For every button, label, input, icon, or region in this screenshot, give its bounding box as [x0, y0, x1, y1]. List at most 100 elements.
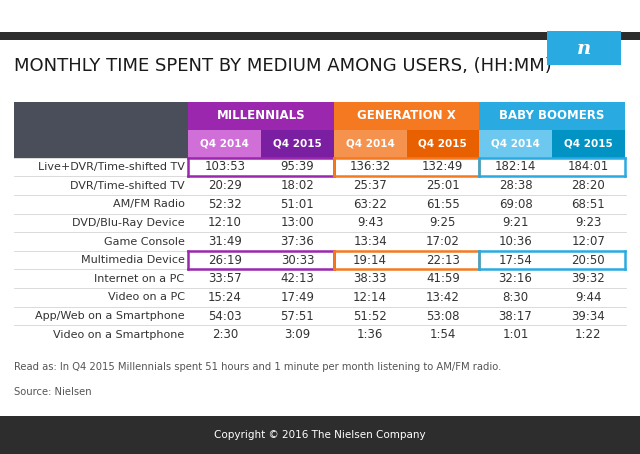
Bar [334, 130, 406, 158]
Bar [188, 130, 261, 158]
Text: 132:49: 132:49 [422, 160, 463, 173]
Text: 26:19: 26:19 [208, 254, 242, 266]
Bar [14, 326, 626, 344]
Text: 9:21: 9:21 [502, 217, 529, 229]
Bar [334, 102, 479, 130]
Bar [14, 102, 188, 130]
Text: Live+DVR/Time-shifted TV: Live+DVR/Time-shifted TV [38, 162, 184, 172]
Text: 39:34: 39:34 [572, 310, 605, 322]
Text: 12:10: 12:10 [208, 217, 242, 229]
Text: Q4 2014: Q4 2014 [491, 139, 540, 149]
Text: 41:59: 41:59 [426, 272, 460, 285]
Text: 3:09: 3:09 [284, 328, 310, 341]
Bar [14, 176, 626, 195]
Bar [14, 195, 626, 213]
Text: Q4 2015: Q4 2015 [273, 139, 322, 149]
Bar [14, 307, 626, 326]
Bar [14, 130, 188, 158]
Bar [14, 288, 626, 307]
Text: 28:20: 28:20 [572, 179, 605, 192]
Text: 95:39: 95:39 [280, 160, 314, 173]
Text: Q4 2014: Q4 2014 [346, 139, 395, 149]
Text: 1:22: 1:22 [575, 328, 602, 341]
Text: Copyright © 2016 The Nielsen Company: Copyright © 2016 The Nielsen Company [214, 430, 426, 440]
Text: 61:55: 61:55 [426, 198, 460, 211]
Text: 10:36: 10:36 [499, 235, 532, 248]
Bar [14, 232, 626, 251]
Text: 17:54: 17:54 [499, 254, 532, 266]
Text: 20:29: 20:29 [208, 179, 242, 192]
Bar [14, 251, 626, 270]
Text: 22:13: 22:13 [426, 254, 460, 266]
Text: 9:44: 9:44 [575, 291, 602, 304]
Text: AM/FM Radio: AM/FM Radio [113, 199, 184, 209]
Text: 19:14: 19:14 [353, 254, 387, 266]
Text: 9:25: 9:25 [429, 217, 456, 229]
Text: DVR/Time-shifted TV: DVR/Time-shifted TV [70, 181, 184, 191]
Text: MONTHLY TIME SPENT BY MEDIUM AMONG USERS, (HH:MM): MONTHLY TIME SPENT BY MEDIUM AMONG USERS… [14, 57, 552, 75]
Text: DVD/Blu-Ray Device: DVD/Blu-Ray Device [72, 218, 184, 228]
Text: 63:22: 63:22 [353, 198, 387, 211]
Text: 136:32: 136:32 [349, 160, 391, 173]
Text: 38:33: 38:33 [353, 272, 387, 285]
Text: MILLENNIALS: MILLENNIALS [217, 109, 305, 123]
Text: 54:03: 54:03 [208, 310, 242, 322]
Text: Q4 2015: Q4 2015 [419, 139, 467, 149]
Text: 53:08: 53:08 [426, 310, 460, 322]
Text: 13:34: 13:34 [353, 235, 387, 248]
Text: 1:01: 1:01 [502, 328, 529, 341]
Text: Video on a PC: Video on a PC [108, 292, 184, 302]
Text: 17:02: 17:02 [426, 235, 460, 248]
Text: 33:57: 33:57 [208, 272, 242, 285]
Text: 25:37: 25:37 [353, 179, 387, 192]
Text: 69:08: 69:08 [499, 198, 532, 211]
Text: 20:50: 20:50 [572, 254, 605, 266]
Bar [14, 158, 626, 176]
Text: 37:36: 37:36 [280, 235, 314, 248]
Bar [406, 130, 479, 158]
Text: 25:01: 25:01 [426, 179, 460, 192]
Text: 42:13: 42:13 [280, 272, 314, 285]
Bar [552, 130, 625, 158]
Text: Q4 2015: Q4 2015 [564, 139, 612, 149]
Text: 1:36: 1:36 [357, 328, 383, 341]
Text: Multimedia Device: Multimedia Device [81, 255, 184, 265]
Text: 9:23: 9:23 [575, 217, 602, 229]
Text: 13:00: 13:00 [281, 217, 314, 229]
Text: 12:07: 12:07 [572, 235, 605, 248]
Text: 38:17: 38:17 [499, 310, 532, 322]
Text: 103:53: 103:53 [204, 160, 245, 173]
Text: 51:01: 51:01 [280, 198, 314, 211]
Text: 28:38: 28:38 [499, 179, 532, 192]
Bar [188, 102, 334, 130]
Text: 17:49: 17:49 [280, 291, 314, 304]
FancyBboxPatch shape [545, 30, 623, 66]
Text: 12:14: 12:14 [353, 291, 387, 304]
Text: 57:51: 57:51 [280, 310, 314, 322]
Text: 32:16: 32:16 [499, 272, 532, 285]
Text: 8:30: 8:30 [502, 291, 529, 304]
Text: Internet on a PC: Internet on a PC [95, 274, 184, 284]
Text: 184:01: 184:01 [568, 160, 609, 173]
Text: GENERATION X: GENERATION X [357, 109, 456, 123]
Text: App/Web on a Smartphone: App/Web on a Smartphone [35, 311, 184, 321]
Text: 51:52: 51:52 [353, 310, 387, 322]
Bar [14, 270, 626, 288]
Text: 13:42: 13:42 [426, 291, 460, 304]
Bar [14, 213, 626, 232]
Text: 2:30: 2:30 [212, 328, 238, 341]
Text: Q4 2014: Q4 2014 [200, 139, 249, 149]
Text: 15:24: 15:24 [208, 291, 242, 304]
Bar [479, 130, 552, 158]
Text: Source: Nielsen: Source: Nielsen [14, 387, 92, 397]
Text: 18:02: 18:02 [280, 179, 314, 192]
Text: n: n [577, 39, 591, 58]
Text: 39:32: 39:32 [572, 272, 605, 285]
Text: Game Console: Game Console [104, 237, 184, 247]
Text: 30:33: 30:33 [281, 254, 314, 266]
Bar [479, 102, 625, 130]
Text: 182:14: 182:14 [495, 160, 536, 173]
Text: 9:43: 9:43 [357, 217, 383, 229]
Text: BABY BOOMERS: BABY BOOMERS [499, 109, 605, 123]
Text: 52:32: 52:32 [208, 198, 242, 211]
